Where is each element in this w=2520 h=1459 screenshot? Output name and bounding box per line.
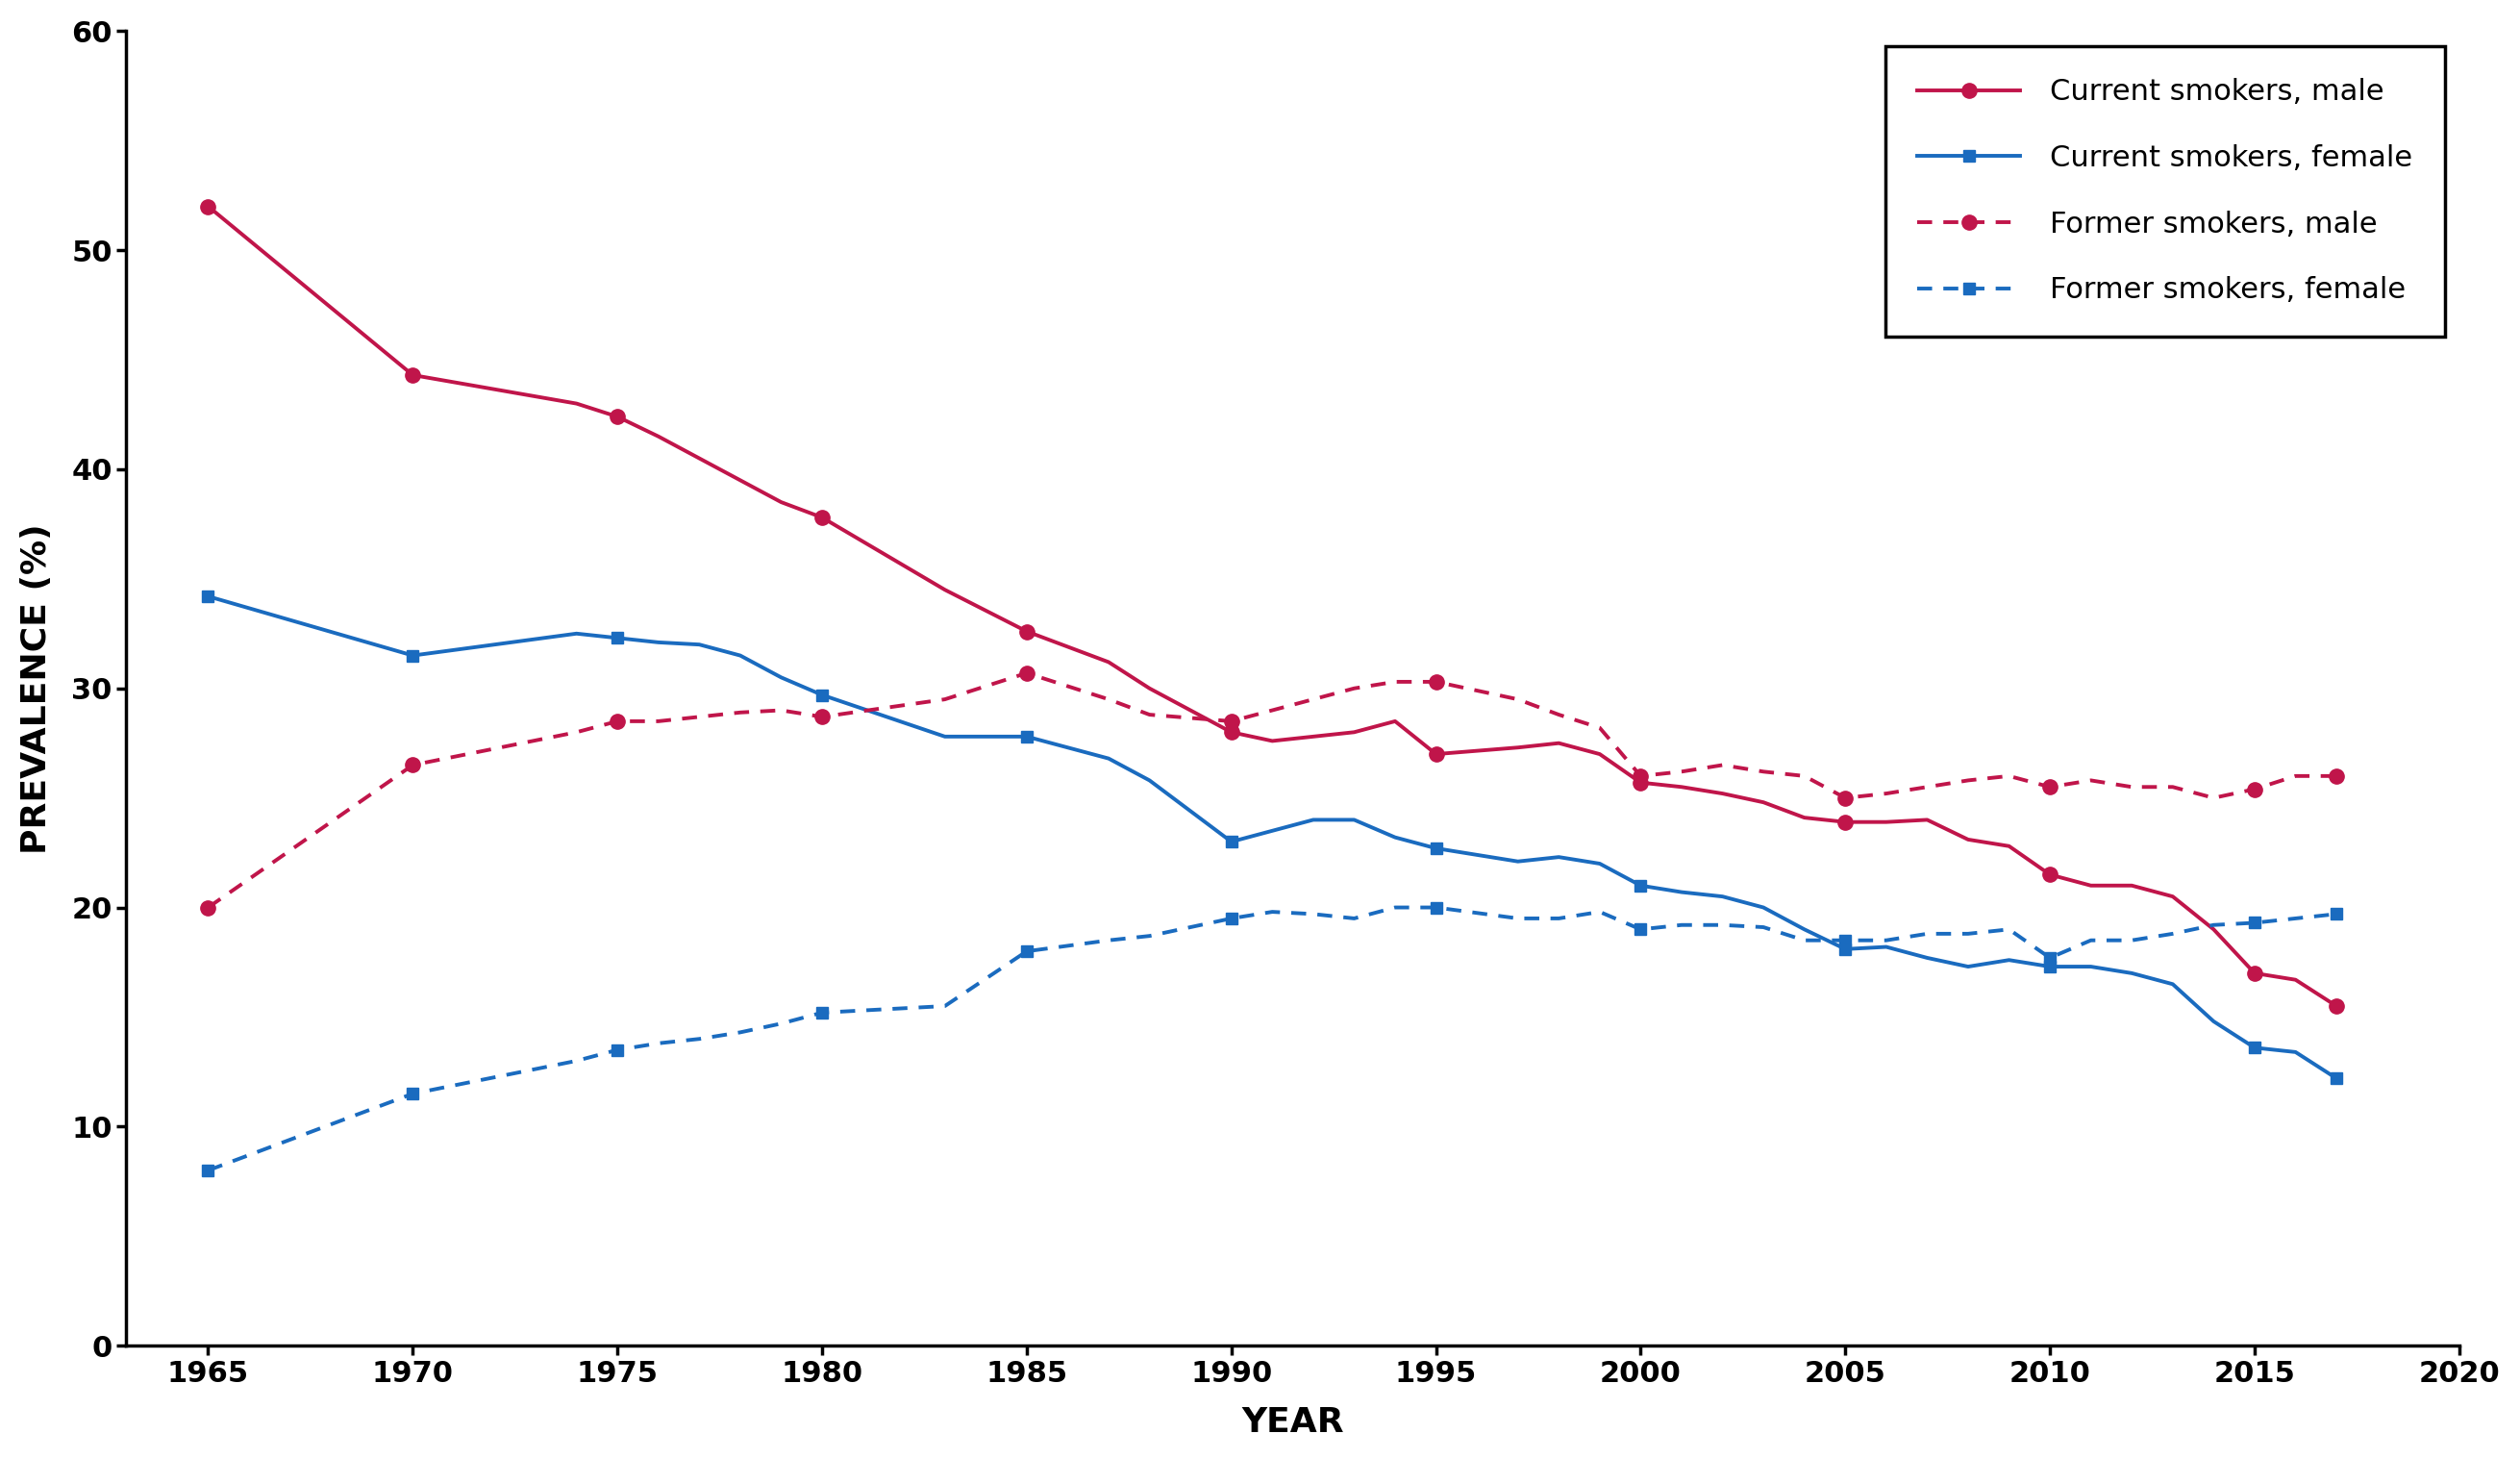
Legend: Current smokers, male, Current smokers, female, Former smokers, male, Former smo: Current smokers, male, Current smokers, … xyxy=(1885,45,2444,337)
X-axis label: YEAR: YEAR xyxy=(1242,1406,1343,1439)
Y-axis label: PREVALENCE (%): PREVALENCE (%) xyxy=(20,524,53,854)
